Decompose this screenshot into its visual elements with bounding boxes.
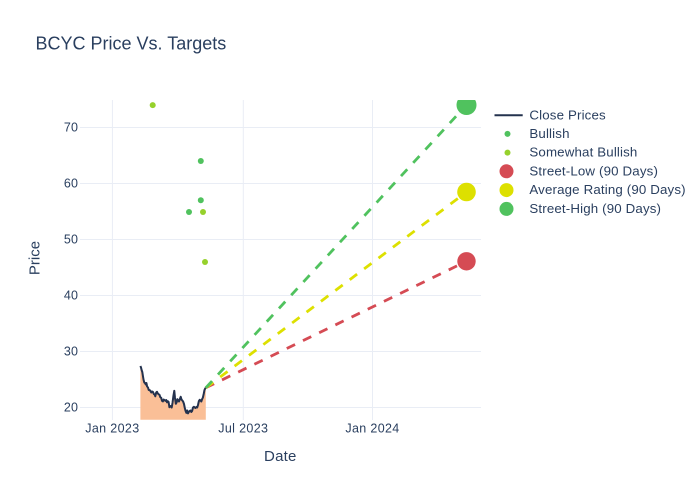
- svg-text:Somewhat Bullish: Somewhat Bullish: [529, 145, 637, 160]
- svg-text:BCYC Price Vs. Targets: BCYC Price Vs. Targets: [36, 33, 227, 53]
- svg-text:Date: Date: [264, 448, 297, 465]
- svg-text:Close Prices: Close Prices: [529, 107, 606, 122]
- svg-text:40: 40: [64, 289, 78, 303]
- svg-text:Bullish: Bullish: [529, 126, 569, 141]
- svg-text:20: 20: [64, 401, 78, 415]
- svg-text:50: 50: [64, 233, 78, 247]
- svg-text:30: 30: [64, 345, 78, 359]
- svg-text:Jan 2023: Jan 2023: [85, 422, 139, 436]
- svg-text:Average Rating (90 Days): Average Rating (90 Days): [529, 182, 685, 197]
- svg-text:Jul 2023: Jul 2023: [218, 422, 268, 436]
- svg-text:60: 60: [64, 177, 78, 191]
- svg-text:Jan 2024: Jan 2024: [345, 422, 399, 436]
- svg-text:70: 70: [64, 121, 78, 135]
- svg-text:Price: Price: [27, 241, 44, 275]
- svg-text:Street-Low (90 Days): Street-Low (90 Days): [529, 163, 658, 178]
- svg-text:Street-High (90 Days): Street-High (90 Days): [529, 201, 661, 216]
